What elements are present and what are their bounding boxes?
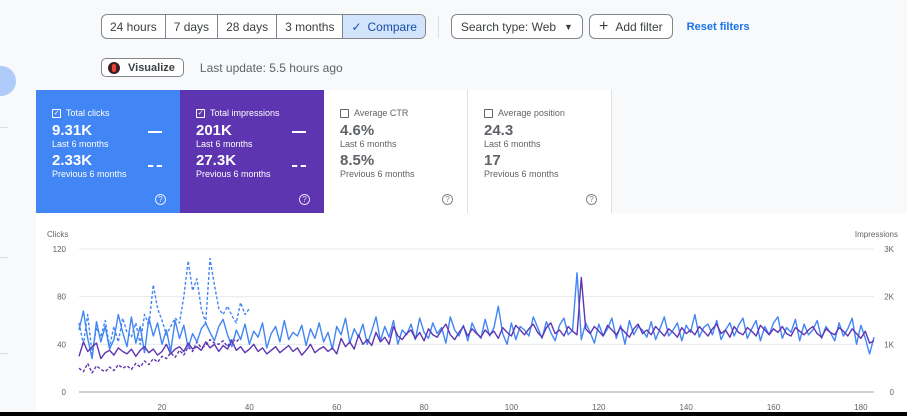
x-tick-label: 140 (679, 403, 693, 412)
caret-down-icon: ▼ (564, 21, 573, 32)
checkbox-checked-icon[interactable]: ✓ (52, 108, 61, 118)
x-tick-label: 120 (592, 403, 606, 412)
right-tick-label: 3K (884, 245, 894, 254)
checkmark-icon: ✓ (351, 19, 362, 34)
range-7-days-button[interactable]: 7 days (166, 15, 219, 38)
left-tick-label: 120 (53, 245, 67, 254)
metric-period: Last 6 months (340, 139, 397, 149)
toolbar-divider (437, 15, 439, 38)
search-type-dropdown[interactable]: Search type: Web ▼ (450, 14, 583, 39)
solid-line-legend-icon (292, 131, 306, 133)
average-ctr-card[interactable]: Average CTR 4.6% Last 6 months 8.5% Prev… (324, 90, 468, 213)
left-axis-label: Clicks (47, 230, 68, 239)
performance-chart[interactable]: 0 0 40 1K 80 2K 120 3K Clicks Impressions 20 40 60 80… (36, 213, 907, 416)
status-row: Visualize Last update: 5.5 hours ago (101, 58, 343, 77)
right-tick-label: 1K (884, 340, 894, 349)
help-icon[interactable]: ? (155, 194, 166, 205)
x-tick-label: 180 (854, 403, 868, 412)
range-24-hours-button[interactable]: 24 hours (102, 15, 166, 38)
card-header: ✓ Total impressions (196, 108, 324, 118)
plus-icon: + (598, 17, 609, 35)
range-3-months-button[interactable]: 3 months (277, 15, 344, 38)
right-axis-label: Impressions (855, 230, 898, 239)
range-28-days-button[interactable]: 28 days (218, 15, 278, 38)
impressions-series-line (78, 276, 875, 360)
clicks_prev-series-line (78, 257, 250, 355)
card-label: Average position (498, 108, 565, 118)
add-filter-label: Add filter (615, 19, 663, 34)
x-tick-label: 60 (332, 403, 341, 412)
left-tick-label: 80 (57, 293, 66, 302)
compare-button[interactable]: ✓ Compare (343, 15, 425, 38)
right-tick-label: 0 (890, 388, 895, 397)
solid-line-legend-icon (148, 131, 162, 133)
impressions_prev-series-line (78, 336, 242, 374)
dashed-line-legend-icon (148, 165, 162, 167)
card-label: Total impressions (210, 108, 280, 118)
compare-label: Compare (367, 19, 417, 34)
card-label: Total clicks (66, 108, 110, 118)
left-tick-label: 40 (57, 340, 66, 349)
metric-value: 24.3 (484, 122, 514, 139)
metric-period: Last 6 months (52, 139, 109, 149)
card-header: Average CTR (340, 108, 467, 118)
metric-value: 9.31K (52, 122, 93, 139)
add-filter-button[interactable]: + Add filter (588, 14, 673, 39)
metric-prev-value: 2.33K (52, 152, 93, 169)
checkbox-unchecked-icon[interactable] (340, 108, 349, 118)
total-clicks-card[interactable]: ✓ Total clicks 9.31K Last 6 months 2.33K… (36, 90, 180, 213)
total-impressions-card[interactable]: ✓ Total impressions 201K Last 6 months 2… (180, 90, 324, 213)
metric-period: Last 6 months (484, 139, 541, 149)
metric-prev-period: Previous 6 months (484, 169, 559, 179)
card-header: Average position (484, 108, 611, 118)
x-tick-label: 40 (245, 403, 254, 412)
metric-prev-period: Previous 6 months (52, 169, 127, 179)
metric-prev-period: Previous 6 months (196, 169, 271, 179)
visualize-label: Visualize (128, 61, 175, 74)
metric-cards: ✓ Total clicks 9.31K Last 6 months 2.33K… (36, 90, 612, 213)
metric-value: 4.6% (340, 122, 375, 139)
visualize-button[interactable]: Visualize (101, 58, 184, 77)
metric-prev-value: 8.5% (340, 152, 375, 169)
date-filter-toolbar: 24 hours 7 days 28 days 3 months ✓ Compa… (101, 14, 750, 39)
help-icon[interactable]: ? (442, 194, 453, 205)
metric-period: Last 6 months (196, 139, 253, 149)
bottom-edge (0, 412, 907, 416)
checkbox-checked-icon[interactable]: ✓ (196, 108, 205, 118)
help-icon[interactable]: ? (299, 194, 310, 205)
card-label: Average CTR (354, 108, 409, 118)
x-tick-label: 100 (505, 403, 519, 412)
x-tick-label: 80 (420, 403, 429, 412)
x-tick-label: 160 (767, 403, 781, 412)
dashed-line-legend-icon (292, 165, 306, 167)
reset-filters-link[interactable]: Reset filters (686, 20, 750, 33)
average-position-card[interactable]: Average position 24.3 Last 6 months 17 P… (468, 90, 612, 213)
x-tick-label: 20 (158, 403, 167, 412)
metric-prev-period: Previous 6 months (340, 169, 415, 179)
metric-prev-value: 27.3K (196, 152, 237, 169)
side-divider (0, 127, 8, 128)
help-icon[interactable]: ? (586, 194, 597, 205)
card-header: ✓ Total clicks (52, 108, 180, 118)
side-divider (0, 353, 8, 354)
visualize-icon (108, 61, 120, 74)
side-divider (0, 257, 8, 258)
search-type-label: Search type: Web (460, 19, 557, 34)
metric-value: 201K (196, 122, 232, 139)
metric-prev-value: 17 (484, 152, 501, 169)
last-update-text: Last update: 5.5 hours ago (199, 60, 343, 75)
date-range-selector: 24 hours 7 days 28 days 3 months ✓ Compa… (101, 14, 426, 39)
clicks-series-line (78, 272, 875, 360)
left-tick-label: 0 (62, 388, 67, 397)
right-tick-label: 2K (884, 293, 894, 302)
performance-chart-svg: 0 0 40 1K 80 2K 120 3K Clicks Impressions 20 40 60 80… (47, 230, 898, 412)
checkbox-unchecked-icon[interactable] (484, 108, 493, 118)
side-nav-dot (0, 66, 16, 96)
